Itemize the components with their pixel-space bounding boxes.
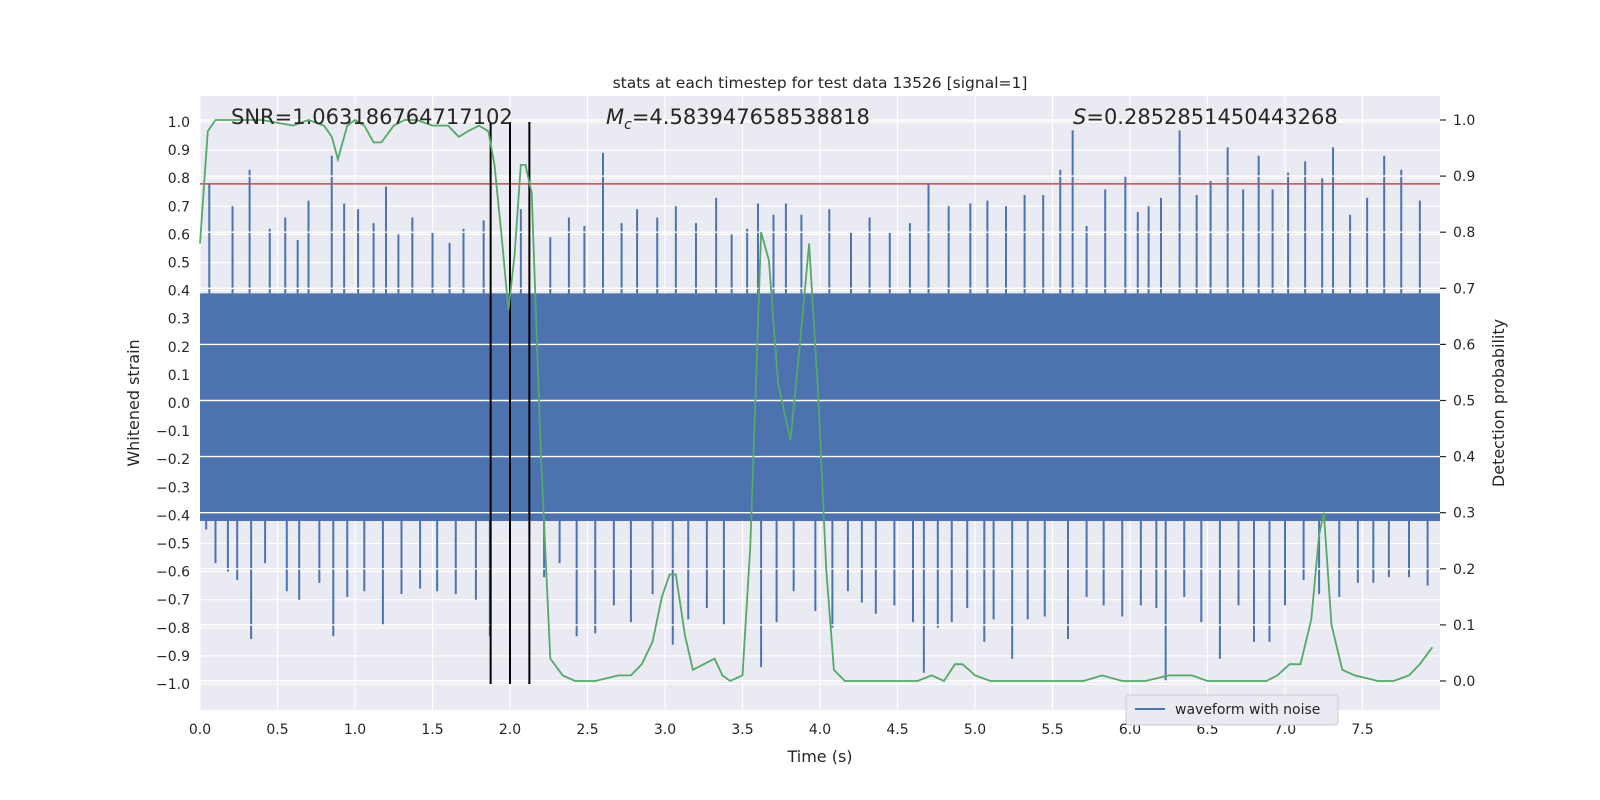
y-tick-label: 0.1: [168, 368, 190, 384]
y2-tick-label: 0.9: [1453, 169, 1475, 185]
x-tick-label: 3.0: [654, 722, 676, 738]
x-tick-label: 4.0: [809, 722, 831, 738]
waveform-series: [200, 130, 1440, 682]
legend: waveform with noise: [1125, 694, 1339, 726]
x-tick-label: 6.0: [1119, 722, 1141, 738]
y2-axis-label: Detection probability: [1489, 319, 1508, 487]
x-tick-label: 4.5: [886, 722, 908, 738]
y2-tick-label: 0.3: [1453, 506, 1475, 522]
s-symbol: S: [1073, 105, 1086, 129]
y-tick-label: −0.6: [156, 565, 190, 581]
snr-annotation: SNR=1.063186764717102: [231, 105, 513, 129]
y2-tick-label: 0.8: [1453, 225, 1475, 241]
waveform-dense-band: [200, 293, 1440, 522]
chirp-mass-value: =4.583947658538818: [632, 105, 870, 129]
chirp-mass-annotation: Mc=4.583947658538818: [606, 105, 870, 133]
x-tick-label: 2.5: [576, 722, 598, 738]
y2-tick-label: 0.7: [1453, 281, 1475, 297]
x-tick-label: 5.5: [1041, 722, 1063, 738]
y-tick-label: 0.2: [168, 340, 190, 356]
y-tick-label: 0.3: [168, 312, 190, 328]
y2-ticks: 1.0 0.9 0.8 0.7 0.6 0.5 0.4 0.3 0.2 0.1 0.0: [1440, 113, 1475, 690]
x-axis-label: Time (s): [786, 747, 852, 766]
x-tick-label: 0.5: [266, 722, 288, 738]
y-tick-label: 0.9: [168, 143, 190, 159]
x-tick-label: 5.0: [964, 722, 986, 738]
x-tick-label: 6.5: [1196, 722, 1218, 738]
y-tick-label: −1.0: [156, 677, 190, 693]
x-tick-label: 7.5: [1351, 722, 1373, 738]
y-tick-label: 0.5: [168, 256, 190, 272]
vertical-markers: [489, 122, 531, 684]
y-tick-label: 1.0: [168, 115, 190, 131]
x-tick-label: 1.5: [421, 722, 443, 738]
y-tick-label: 0.0: [168, 396, 190, 412]
x-tick-label: 2.0: [499, 722, 521, 738]
y-ticks: 1.0 0.9 0.8 0.7 0.6 0.5 0.4 0.3 0.2 0.1 0.0 −0.1 −0.…: [156, 115, 190, 693]
y2-tick-label: 1.0: [1453, 113, 1475, 129]
y2-tick-label: 0.0: [1453, 674, 1475, 690]
s-annotation: S=0.2852851450443268: [1073, 105, 1338, 129]
x-tick-label: 7.0: [1274, 722, 1296, 738]
detection-probability-line: [199, 118, 1434, 683]
y-tick-label: −0.8: [156, 621, 190, 637]
y-tick-label: −0.5: [156, 537, 190, 553]
chirp-mass-symbol: M: [606, 105, 624, 129]
x-tick-label: 3.5: [731, 722, 753, 738]
chirp-mass-subscript: c: [624, 117, 632, 133]
legend-label: waveform with noise: [1175, 702, 1320, 718]
y-tick-label: 0.4: [168, 284, 190, 300]
y-tick-label: −0.2: [156, 452, 190, 468]
y2-tick-label: 0.6: [1453, 337, 1475, 353]
y2-tick-label: 0.4: [1453, 450, 1475, 466]
x-tick-label: 0.0: [189, 722, 211, 738]
legend-box: [1125, 694, 1339, 726]
y-tick-label: −0.1: [156, 424, 190, 440]
y-tick-label: −0.9: [156, 649, 190, 665]
y-tick-label: −0.4: [156, 508, 190, 524]
y-tick-label: 0.8: [168, 171, 190, 187]
y-tick-label: −0.7: [156, 593, 190, 609]
y-tick-label: 0.6: [168, 227, 190, 243]
s-value: =0.2852851450443268: [1086, 105, 1337, 129]
y2-tick-label: 0.5: [1453, 394, 1475, 410]
x-tick-label: 1.0: [344, 722, 366, 738]
y-tick-label: 0.7: [168, 199, 190, 215]
y-axis-label: Whitened strain: [124, 339, 143, 466]
y2-tick-label: 0.2: [1453, 562, 1475, 578]
x-ticks: 0.0 0.5 1.0 1.5 2.0 2.5 3.0 3.5 4.0 4.5 5.0 5.5 6.0 6…: [189, 722, 1374, 738]
y2-tick-label: 0.1: [1453, 618, 1475, 634]
y-tick-label: −0.3: [156, 480, 190, 496]
chart-title: stats at each timestep for test data 135…: [613, 74, 1028, 92]
